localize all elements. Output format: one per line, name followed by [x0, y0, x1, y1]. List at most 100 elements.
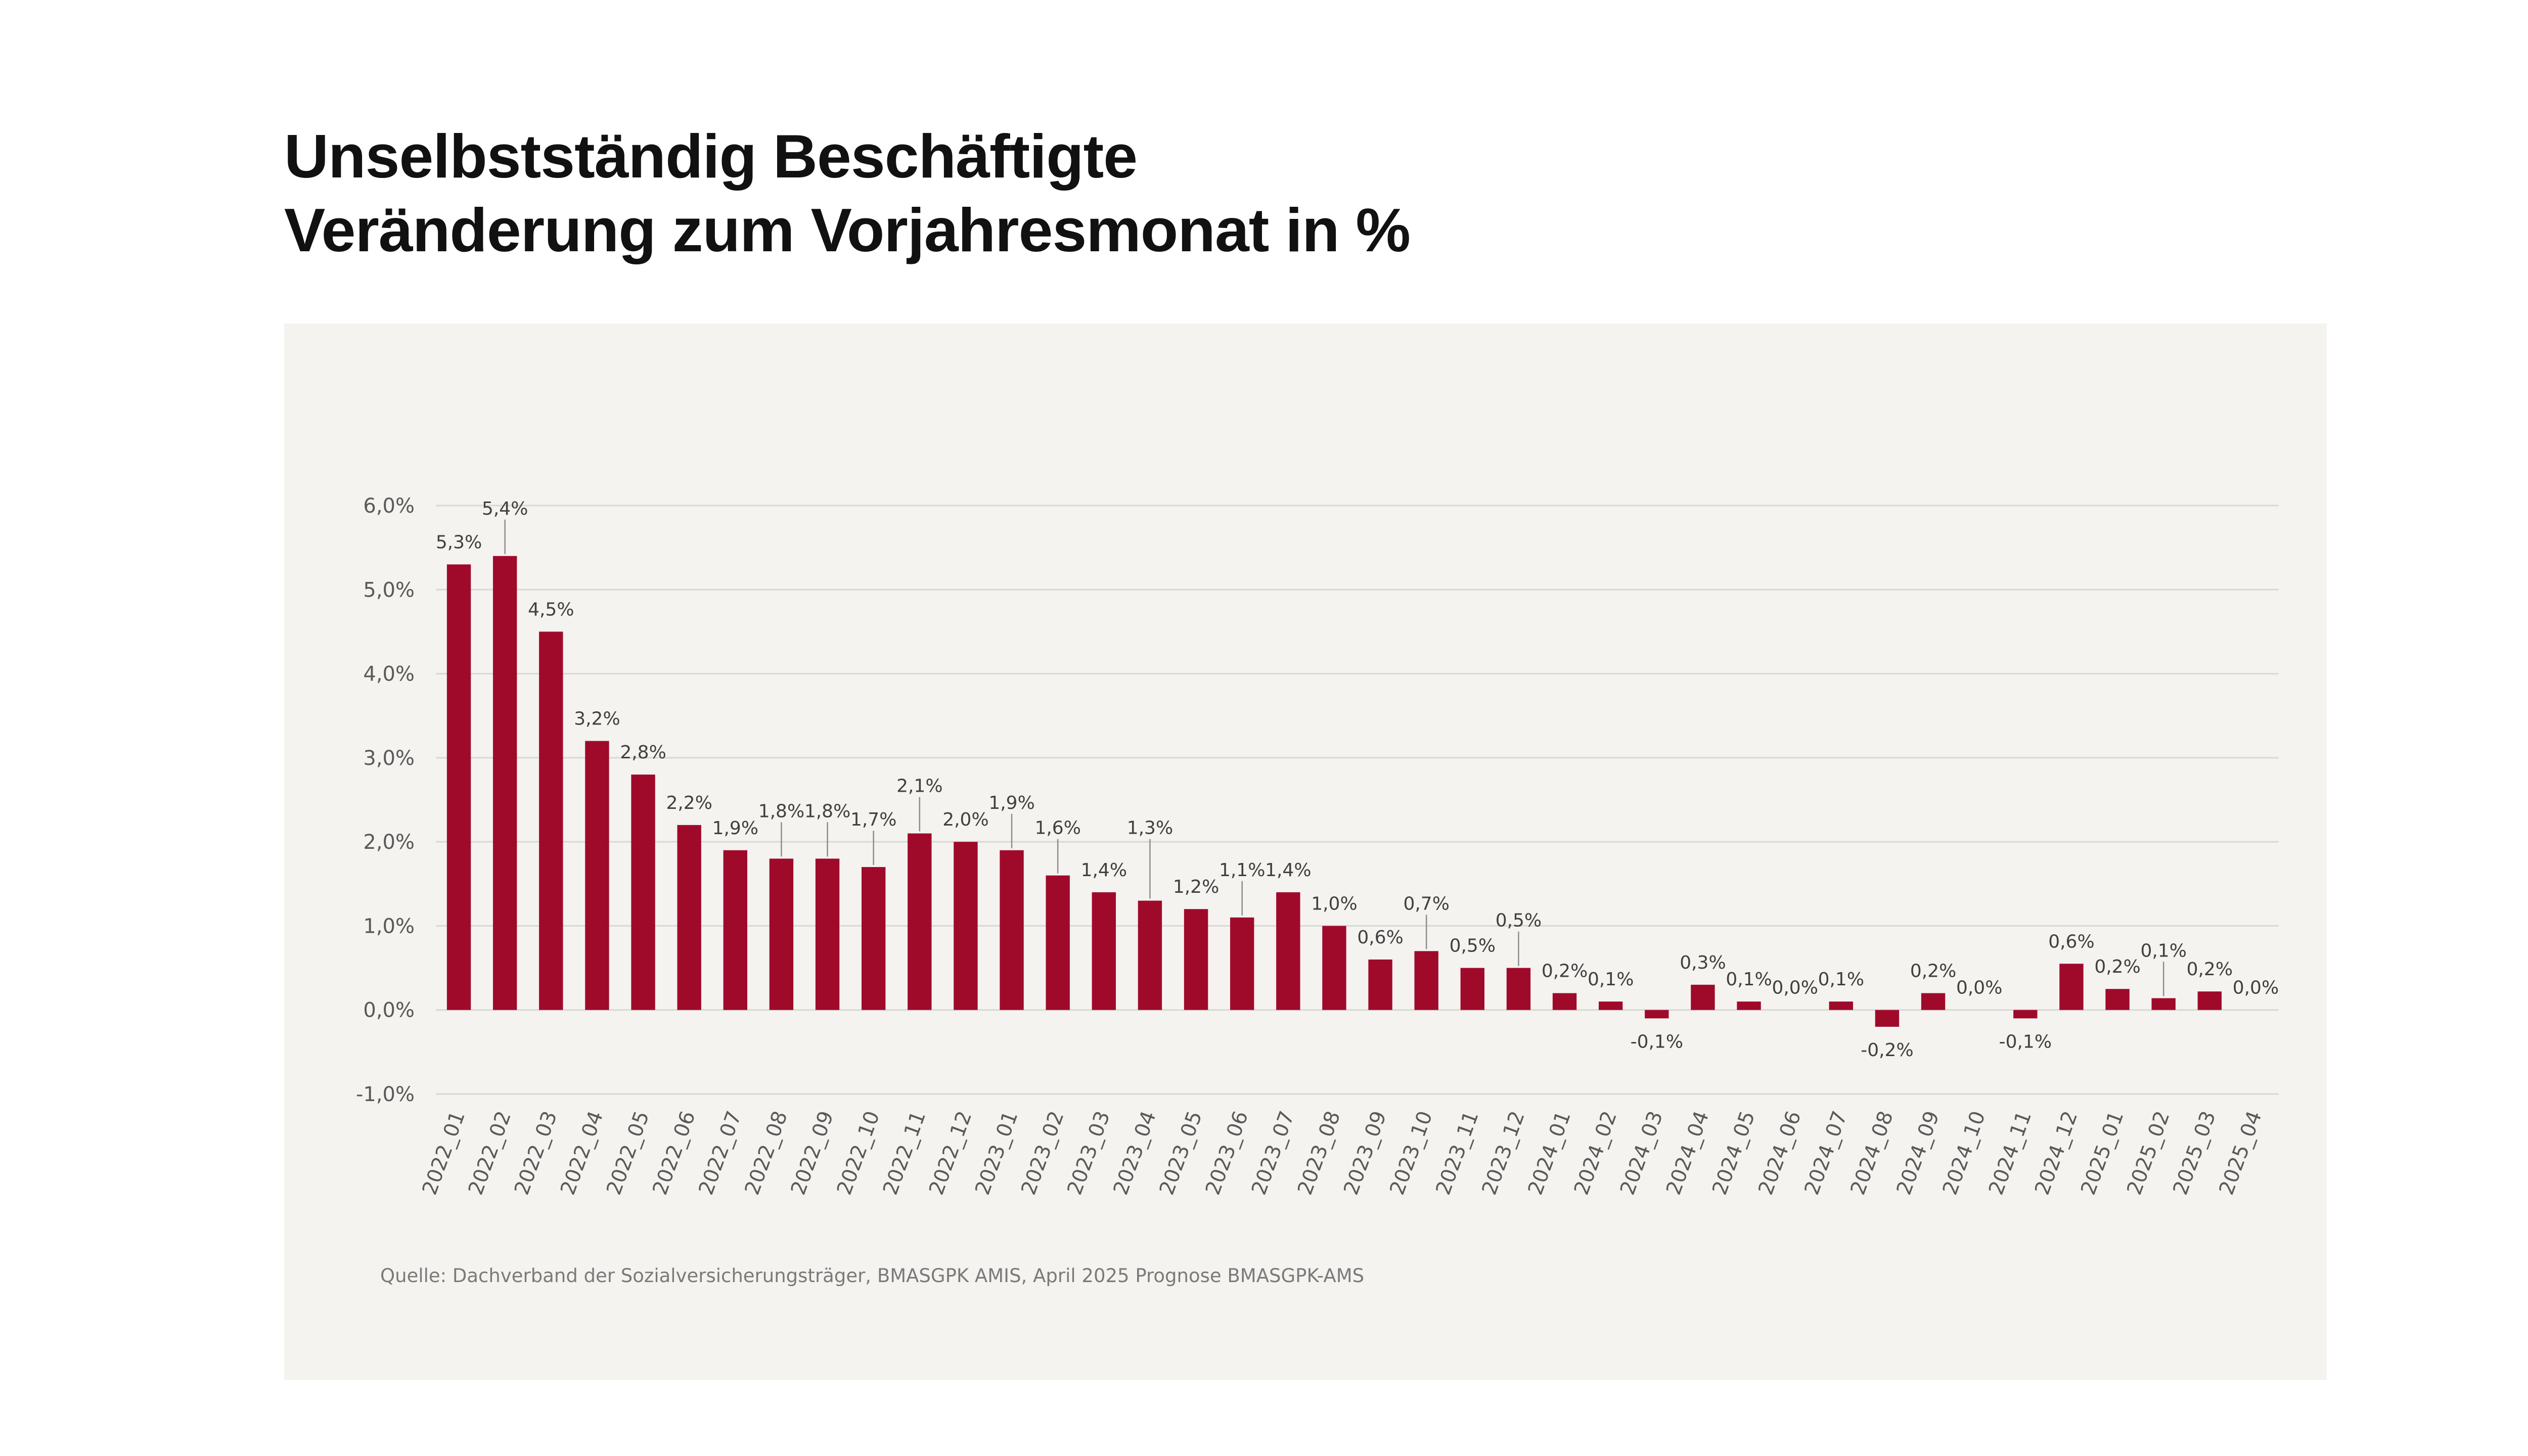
data-label: 1,9% [712, 818, 758, 839]
bar [2105, 989, 2130, 1010]
data-label: 0,2% [2094, 957, 2140, 977]
data-label: 0,1% [1726, 969, 1772, 990]
y-tick-label: 0,0% [363, 999, 415, 1022]
bar [492, 556, 517, 1010]
data-label: 0,7% [1403, 893, 1449, 914]
chart-title-line-2: Veränderung zum Vorjahresmonat in % [284, 196, 1411, 264]
bar [1138, 900, 1162, 1010]
x-tick-label: 2024_08 [1846, 1108, 1898, 1198]
chart-title: Unselbstständig Beschäftigte Veränderung… [284, 119, 1411, 267]
bar [1092, 892, 1116, 1010]
y-tick-label: 4,0% [363, 663, 415, 686]
x-tick-label: 2023_08 [1293, 1108, 1345, 1198]
x-tick-label: 2023_01 [971, 1108, 1022, 1198]
data-label: 1,4% [1081, 860, 1127, 881]
data-label: 1,8% [758, 801, 804, 822]
data-label: 0,0% [1956, 978, 2002, 998]
x-tick-label: 2024_03 [1616, 1108, 1667, 1198]
y-tick-label: 5,0% [363, 578, 415, 602]
bar [723, 850, 748, 1010]
bar [1737, 1002, 1761, 1010]
bar [1276, 892, 1300, 1010]
x-tick-label: 2023_06 [1201, 1108, 1253, 1198]
bar [1875, 1010, 1900, 1027]
bar [1460, 968, 1485, 1010]
data-label: 0,1% [1588, 969, 1634, 990]
x-tick-label: 2025_02 [2123, 1108, 2174, 1198]
bar [815, 858, 840, 1010]
x-tick-label: 2022_08 [741, 1108, 792, 1198]
bar [2013, 1010, 2038, 1019]
x-tick-label: 2023_02 [1017, 1108, 1068, 1198]
x-tick-label: 2023_11 [1431, 1108, 1483, 1198]
x-tick-label: 2023_07 [1247, 1108, 1299, 1198]
bar [1921, 993, 1946, 1010]
x-tick-label: 2022_03 [510, 1108, 562, 1198]
data-label: 0,5% [1450, 936, 1496, 957]
y-tick-label: 2,0% [363, 831, 415, 854]
bar [2059, 964, 2084, 1010]
data-label: 0,6% [2048, 931, 2094, 952]
bar [2151, 998, 2176, 1010]
y-tick-label: 1,0% [363, 915, 415, 938]
source-note: Quelle: Dachverband der Sozialversicheru… [380, 1265, 1365, 1287]
data-label: 1,2% [1173, 877, 1219, 897]
data-label: 0,0% [1772, 978, 1818, 998]
data-label: -0,2% [1861, 1040, 1913, 1061]
x-tick-label: 2024_01 [1524, 1108, 1575, 1198]
bar [677, 825, 701, 1010]
y-tick-label: 3,0% [363, 747, 415, 770]
x-tick-label: 2023_09 [1339, 1108, 1391, 1198]
data-label: 2,8% [620, 742, 666, 763]
bar [861, 867, 886, 1010]
data-label: 0,2% [2187, 959, 2233, 980]
bar [769, 858, 794, 1010]
x-tick-label: 2024_09 [1892, 1108, 1944, 1198]
bar [1000, 850, 1024, 1010]
bar-chart: -1,0% 0,0% 1,0% 2,0% 3,0% 4,0% 5,0% 6,0% 5,3% 202… [356, 494, 2279, 1198]
x-tick-label: 2022_05 [602, 1108, 654, 1198]
x-tick-label: 2024_11 [1984, 1108, 2036, 1198]
bar [1230, 917, 1254, 1010]
data-label: 0,6% [1357, 927, 1403, 948]
x-tick-label: 2022_12 [925, 1108, 976, 1198]
bar [1322, 926, 1346, 1010]
bar [1184, 909, 1208, 1010]
x-tick-label: 2022_02 [464, 1108, 516, 1198]
data-label: 4,5% [528, 599, 574, 620]
data-label: 0,3% [1680, 952, 1726, 973]
bar [1506, 968, 1531, 1010]
chart-title-line-1: Unselbstständig Beschäftigte [284, 122, 1138, 191]
data-label: 1,6% [1034, 818, 1080, 839]
x-tick-label: 2022_09 [787, 1108, 838, 1198]
x-tick-label: 2024_05 [1708, 1108, 1759, 1198]
x-tick-label: 2023_12 [1478, 1108, 1529, 1198]
x-tick-label: 2022_04 [556, 1108, 608, 1198]
x-tick-label: 2024_06 [1754, 1108, 1805, 1198]
data-label: 1,0% [1311, 893, 1357, 914]
bar [908, 833, 932, 1010]
x-tick-label: 2025_04 [2215, 1108, 2267, 1198]
bar [631, 775, 655, 1010]
bar [585, 741, 609, 1010]
data-label: 5,4% [482, 498, 528, 519]
bar [1598, 1002, 1623, 1010]
data-label: 1,8% [804, 801, 850, 822]
bar [1691, 984, 1715, 1010]
data-label: 3,2% [574, 709, 620, 730]
data-label: 1,3% [1127, 818, 1173, 839]
x-tick-label: 2023_03 [1063, 1108, 1114, 1198]
x-tick-label: 2023_10 [1385, 1108, 1437, 1198]
x-tick-label: 2025_03 [2169, 1108, 2220, 1198]
chart-panel: -1,0% 0,0% 1,0% 2,0% 3,0% 4,0% 5,0% 6,0% 5,3% 202… [284, 324, 2327, 1380]
data-label: 2,1% [896, 776, 942, 797]
bar [2197, 991, 2222, 1010]
x-tick-label: 2024_04 [1662, 1108, 1713, 1198]
data-label: 0,1% [2140, 940, 2186, 961]
x-tick-label: 2024_07 [1800, 1108, 1852, 1198]
x-tick-label: 2022_11 [879, 1108, 930, 1198]
x-tick-label: 2023_04 [1109, 1108, 1161, 1198]
bar [1645, 1010, 1669, 1019]
bar [954, 842, 978, 1010]
data-label: 1,7% [850, 809, 896, 830]
